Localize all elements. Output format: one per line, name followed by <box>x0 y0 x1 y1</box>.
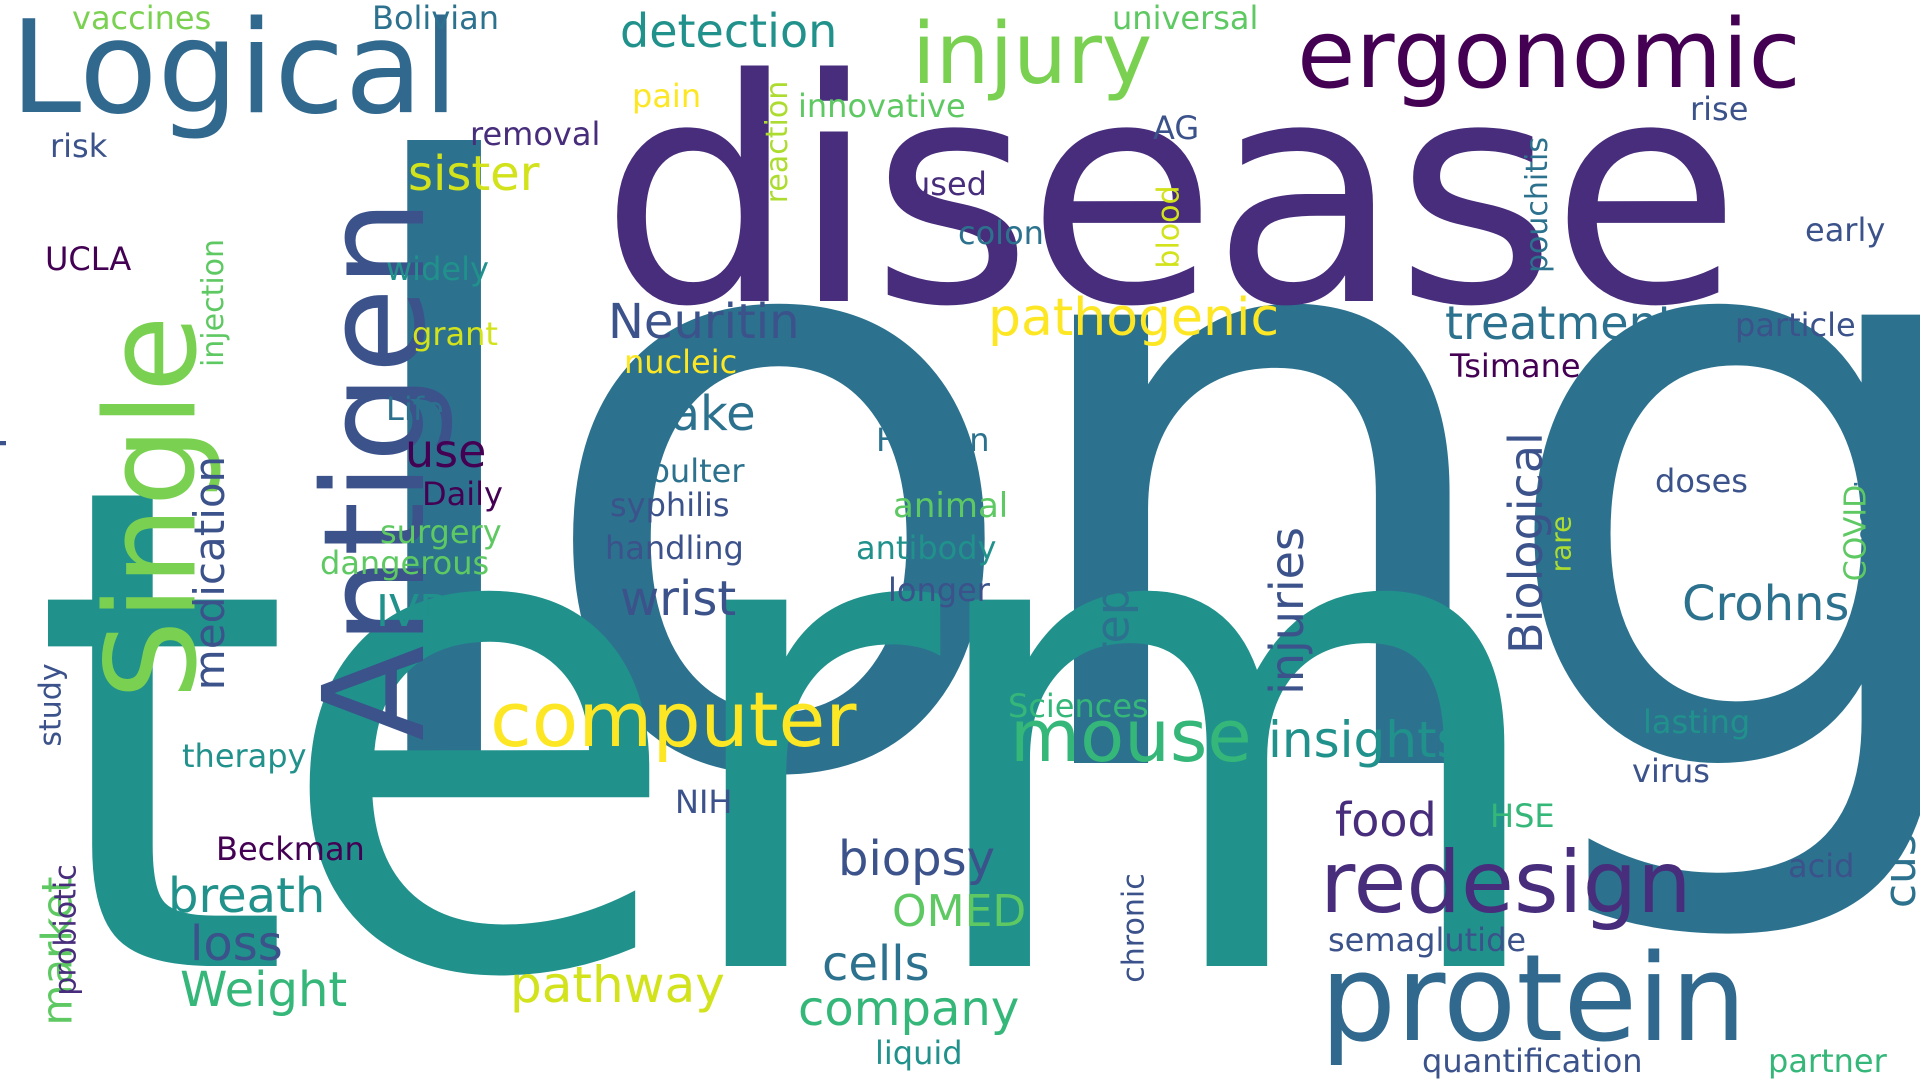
word-chronic: chronic <box>1116 873 1152 983</box>
word-semaglutide: semaglutide <box>1328 921 1527 959</box>
word-risk: risk <box>50 127 108 165</box>
word-mouse: mouse <box>1010 694 1252 778</box>
word-neuritin: Neuritin <box>608 294 800 350</box>
word-lasting: lasting <box>1643 703 1751 741</box>
word-probiotic: probiotic <box>48 864 84 996</box>
word-injuries: injuries <box>1259 527 1314 695</box>
word-life: Life <box>386 390 444 428</box>
word-colon: colon <box>958 214 1044 252</box>
word-treatment: treatment <box>1445 296 1676 350</box>
word-nucleic: nucleic <box>624 343 738 381</box>
word-virus: virus <box>1632 752 1710 790</box>
word-ivd: IVD <box>376 586 453 637</box>
word-loss: loss <box>190 916 283 972</box>
word-disease: disease <box>600 14 1741 375</box>
word-purification: purification <box>0 188 8 450</box>
word-intake: intake <box>608 386 756 442</box>
word-omed: OMED <box>892 886 1027 937</box>
word-used: used <box>910 165 987 203</box>
word-surgery: surgery <box>380 513 502 551</box>
word-biological: Biological <box>1498 432 1553 654</box>
word-syphilis: syphilis <box>610 486 730 524</box>
word-hidden: Hidden <box>876 421 990 459</box>
word-logical: Logical <box>10 0 459 143</box>
word-use: use <box>405 424 487 478</box>
word-ucla: UCLA <box>45 240 132 278</box>
word-covid: COVID <box>1838 484 1874 582</box>
word-longer: longer <box>888 571 990 609</box>
word-therapy: therapy <box>182 737 307 775</box>
word-nih: NIH <box>675 783 733 821</box>
word-detection: detection <box>620 4 838 58</box>
word-ag: AG <box>1153 109 1200 147</box>
word-breath: breath <box>168 868 326 924</box>
word-long: long <box>330 3 1920 957</box>
word-sciences: Sciences <box>1008 687 1149 725</box>
word-partner: partner <box>1768 1042 1887 1080</box>
word-blood: blood <box>1151 185 1187 269</box>
word-term: term <box>30 345 1561 1080</box>
word-rise: rise <box>1690 90 1749 128</box>
word-wrist: wrist <box>620 571 737 627</box>
word-quantification: quantification <box>1422 1042 1643 1080</box>
word-hse: HSE <box>1490 797 1555 835</box>
word-pathogenic: pathogenic <box>988 288 1280 348</box>
word-reaction: reaction <box>760 80 796 204</box>
word-antibody: antibody <box>856 529 997 567</box>
word-pouchitis: pouchitis <box>1519 137 1555 273</box>
word-doses: doses <box>1655 462 1748 500</box>
word-daily: Daily <box>422 475 503 513</box>
word-vaccines: vaccines <box>72 0 212 37</box>
word-medication: medication <box>185 455 235 691</box>
word-particle: particle <box>1735 306 1856 344</box>
word-early: early <box>1805 211 1886 249</box>
word-pain: pain <box>632 77 702 115</box>
word-beckman: Beckman <box>216 830 365 868</box>
word-innovative: innovative <box>798 87 966 125</box>
word-acid: acid <box>1788 847 1855 885</box>
word-universal: universal <box>1112 0 1259 37</box>
word-handling: handling <box>605 529 744 567</box>
word-cells: cells <box>822 936 930 992</box>
word-food: food <box>1335 793 1437 847</box>
word-grant: grant <box>412 315 498 353</box>
word-bolivian: Bolivian <box>372 0 500 37</box>
word-removal: removal <box>470 115 601 153</box>
word-customized: customized <box>1875 655 1920 909</box>
word-pathway: pathway <box>510 956 725 1014</box>
word-repetitive: repetitive <box>1085 440 1140 662</box>
word-redesign: redesign <box>1320 833 1692 933</box>
word-sister: sister <box>408 146 540 202</box>
word-rare: rare <box>1544 515 1578 573</box>
word-tsimane: Tsimane <box>1450 347 1581 385</box>
word-computer: computer <box>490 675 857 764</box>
word-study: study <box>33 663 69 747</box>
word-injury: injury <box>912 5 1153 104</box>
word-animal: animal <box>893 486 1009 526</box>
word-protein: protein <box>1320 930 1747 1069</box>
word-coulter: Coulter <box>628 452 745 490</box>
word-company: company <box>798 981 1020 1037</box>
word-biopsy: biopsy <box>838 831 996 887</box>
word-injection: injection <box>196 238 232 368</box>
word-crohns: Crohns <box>1682 576 1850 632</box>
word-insights: insights <box>1268 711 1463 769</box>
word-liquid: liquid <box>875 1034 963 1072</box>
word-widely: widely <box>386 250 489 288</box>
word-dangerous: dangerous <box>320 544 490 582</box>
word-ergonomic: ergonomic <box>1297 0 1801 110</box>
word-weight: Weight <box>180 962 348 1018</box>
